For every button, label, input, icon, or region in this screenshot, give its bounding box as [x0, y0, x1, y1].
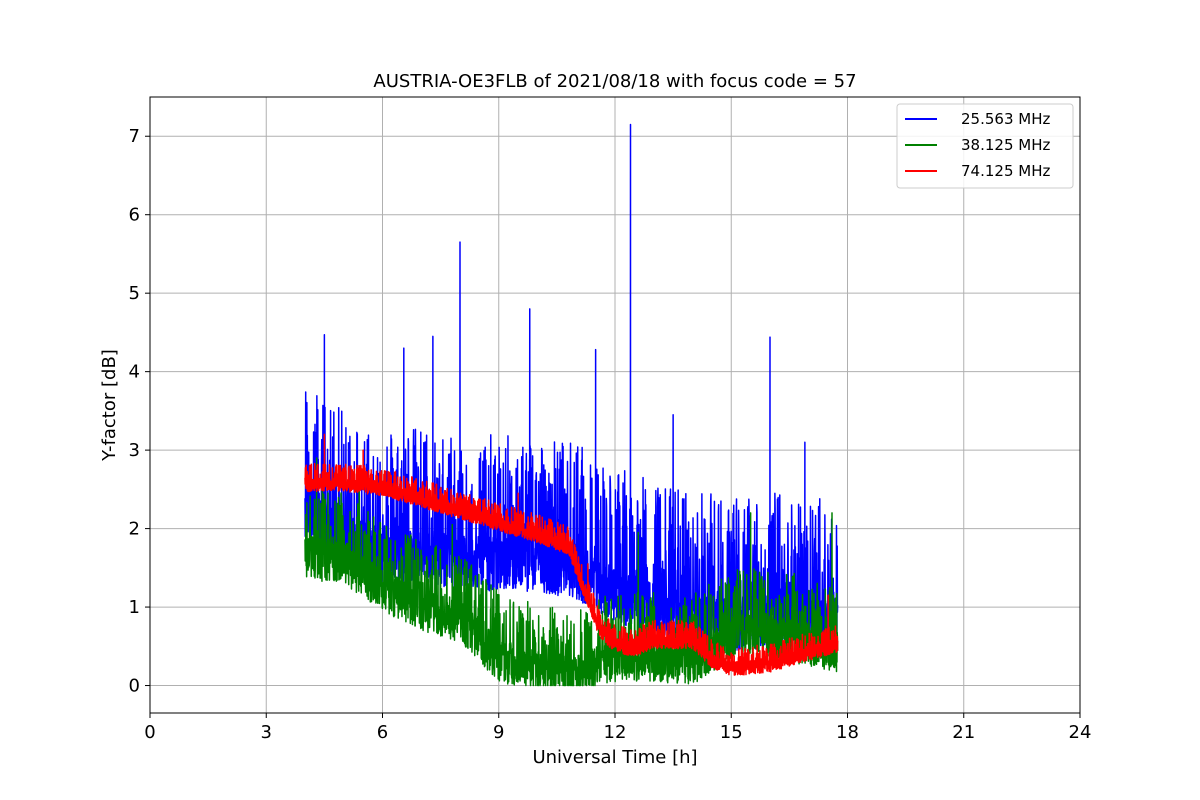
- legend-label: 38.125 MHz: [961, 136, 1050, 154]
- y-axis-label: Y-factor [dB]: [99, 349, 120, 462]
- x-axis-label: Universal Time [h]: [532, 747, 697, 768]
- x-tick-label: 9: [493, 722, 504, 743]
- x-tick-label: 3: [261, 722, 272, 743]
- series-line-2: [304, 457, 839, 687]
- y-tick-label: 5: [129, 283, 140, 304]
- y-tick-label: 1: [129, 597, 140, 618]
- x-tick-label: 15: [720, 722, 743, 743]
- chart-title: AUSTRIA-OE3FLB of 2021/08/18 with focus …: [373, 71, 856, 92]
- y-axis: 0 1 2 3 4 5 6 7: [129, 126, 150, 697]
- y-tick-label: 0: [129, 676, 140, 697]
- y-tick-label: 6: [129, 205, 140, 226]
- legend: 25.563 MHz 38.125 MHz 74.125 MHz: [896, 103, 1074, 189]
- x-axis: 0 3 6 9 12 15 18 21 24: [144, 713, 1091, 743]
- series-line-3: [304, 433, 839, 676]
- x-tick-label: 24: [1069, 722, 1092, 743]
- x-tick-label: 18: [836, 722, 859, 743]
- y-tick-label: 7: [129, 126, 140, 147]
- x-tick-label: 0: [144, 722, 155, 743]
- legend-label: 25.563 MHz: [961, 110, 1050, 128]
- y-tick-label: 2: [129, 519, 140, 540]
- legend-label: 74.125 MHz: [961, 162, 1050, 180]
- legend-box: [896, 103, 1074, 189]
- y-tick-label: 4: [129, 362, 140, 383]
- plot-area: [304, 123, 839, 687]
- series-line-1: [304, 123, 839, 655]
- x-tick-label: 21: [952, 722, 975, 743]
- x-tick-label: 6: [377, 722, 388, 743]
- x-tick-label: 12: [604, 722, 627, 743]
- y-tick-label: 3: [129, 440, 140, 461]
